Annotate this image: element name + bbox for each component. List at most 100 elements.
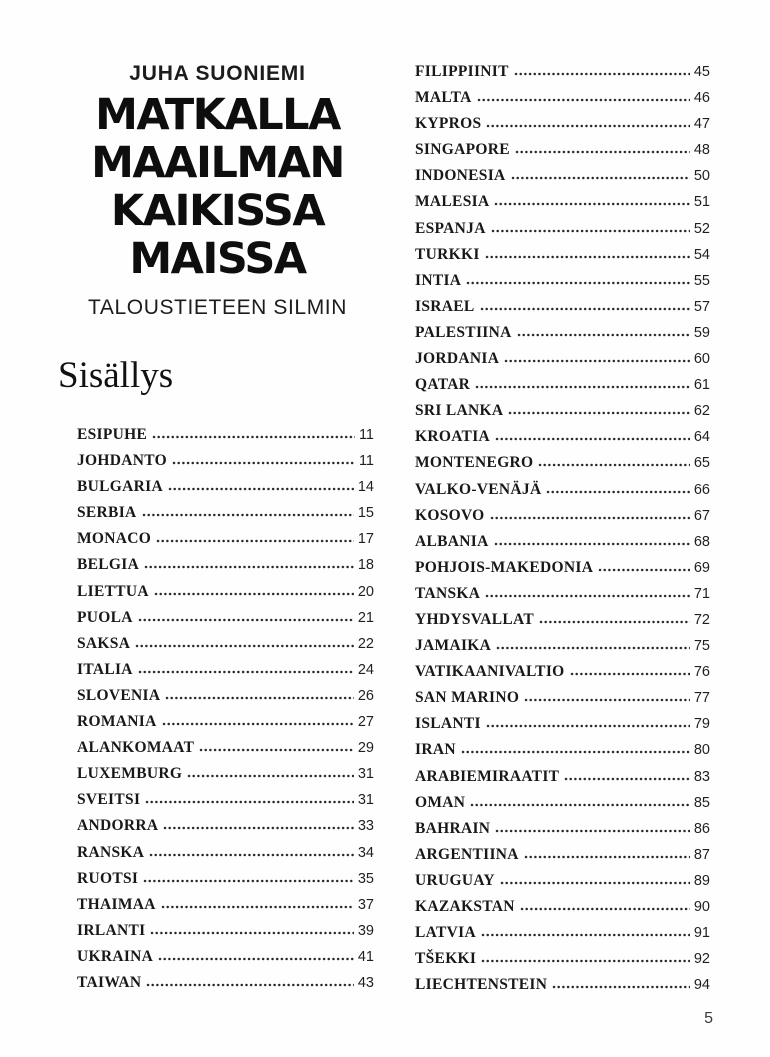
toc-entry: SRI LANKA 62 <box>415 398 710 424</box>
toc-entry-page: 77 <box>693 690 710 707</box>
toc-entry: JOHDANTO 11 <box>77 448 374 474</box>
toc-entry: QATAR 61 <box>415 372 710 398</box>
toc-entry-page: 86 <box>693 820 710 837</box>
dot-leader <box>480 933 690 938</box>
toc-entry: URUGUAY 89 <box>415 868 710 894</box>
toc-entry: KAZAKSTAN 90 <box>415 894 710 920</box>
toc-entry-label: JOHDANTO <box>77 452 167 470</box>
toc-entry-label: THAIMAA <box>77 895 156 913</box>
toc-entry-page: 83 <box>693 768 710 785</box>
toc-entry-label: BAHRAIN <box>415 819 491 837</box>
toc-entry-page: 17 <box>357 531 374 548</box>
toc-entry-page: 47 <box>693 116 710 133</box>
dot-leader <box>171 461 355 466</box>
toc-entry: THAIMAA 37 <box>77 892 374 918</box>
toc-entry: MALESIA 51 <box>415 189 710 215</box>
toc-entry-page: 34 <box>357 844 374 861</box>
dot-leader <box>470 802 690 807</box>
dot-leader <box>476 98 690 103</box>
toc-entry-page: 91 <box>693 925 710 942</box>
toc-entry: MONTENEGRO 65 <box>415 450 710 476</box>
toc-entry: SLOVENIA 26 <box>77 683 374 709</box>
dot-leader <box>165 695 354 700</box>
toc-entry-page: 20 <box>357 583 374 600</box>
dot-leader <box>152 435 355 439</box>
toc-entry-label: TŠEKKI <box>415 950 477 968</box>
dot-leader <box>143 878 354 883</box>
dot-leader <box>145 800 354 805</box>
dot-leader <box>149 852 354 857</box>
toc-entry: KYPROS 47 <box>415 111 710 137</box>
dot-leader <box>199 748 354 753</box>
toc-entry-label: SAN MARINO <box>415 689 520 707</box>
toc-entry-label: QATAR <box>415 376 471 394</box>
toc-entry-page: 59 <box>693 324 710 341</box>
toc-entry-page: 52 <box>693 220 710 237</box>
toc-entry-label: ESPANJA <box>415 219 486 237</box>
toc-entry-page: 29 <box>357 740 374 757</box>
toc-entry-page: 64 <box>693 429 710 446</box>
book-subtitle: TALOUSTIETEEN SILMIN <box>88 296 347 319</box>
toc-entry-label: YHDYSVALLAT <box>415 610 535 628</box>
dot-leader <box>564 776 690 781</box>
toc-entry: BAHRAIN 86 <box>415 816 710 842</box>
toc-entry-page: 62 <box>693 403 710 420</box>
toc-entry-label: ESIPUHE <box>77 426 148 443</box>
book-title-line: MAISSA <box>129 234 307 284</box>
toc-entry-label: VALKO-VENÄJÄ <box>415 480 542 498</box>
toc-entry-label: KROATIA <box>415 428 491 446</box>
dot-leader <box>484 254 690 259</box>
toc-entry: PALESTIINA 59 <box>415 320 710 346</box>
toc-entry-label: ANDORRA <box>77 817 159 835</box>
toc-entry-page: 46 <box>693 90 710 107</box>
toc-entry: MONACO 17 <box>77 526 374 552</box>
toc-entry: TAIWAN 43 <box>77 970 374 996</box>
toc-entry: SAKSA 22 <box>77 631 374 657</box>
toc-entry: SVEITSI 31 <box>77 787 374 813</box>
toc-entry: TANSKA 71 <box>415 581 710 607</box>
dot-leader <box>137 669 354 674</box>
toc-entry: TURKKI 54 <box>415 242 710 268</box>
toc-entry-page: 14 <box>357 479 374 496</box>
dot-leader <box>516 332 690 337</box>
dot-leader <box>460 750 690 755</box>
dot-leader <box>144 565 354 570</box>
toc-entry: ALBANIA 68 <box>415 529 710 555</box>
toc-entry-page: 51 <box>693 194 710 211</box>
toc-entry: INDONESIA 50 <box>415 163 710 189</box>
dot-leader <box>135 643 354 648</box>
dot-leader <box>160 904 354 909</box>
dot-leader <box>538 463 690 468</box>
toc-entry-label: ISLANTI <box>415 715 481 733</box>
toc-entry-page: 11 <box>358 453 374 470</box>
toc-entry-page: 66 <box>693 481 710 498</box>
toc-entry-label: OMAN <box>415 793 466 811</box>
toc-entry-label: JORDANIA <box>415 350 500 368</box>
toc-entry: RUOTSI 35 <box>77 866 374 892</box>
toc-entry-page: 65 <box>693 455 710 472</box>
dot-leader <box>167 487 354 492</box>
toc-entry-page: 31 <box>357 766 374 783</box>
dot-leader <box>493 541 690 546</box>
toc-entry: ESPANJA 52 <box>415 216 710 242</box>
dot-leader <box>479 306 690 311</box>
toc-entry-label: LIETTUA <box>77 582 149 600</box>
dot-leader <box>524 698 690 703</box>
toc-entry-page: 90 <box>693 899 710 915</box>
toc-entry-page: 67 <box>693 507 710 524</box>
toc-entry-label: KAZAKSTAN <box>415 898 515 915</box>
dot-leader <box>137 617 354 622</box>
toc-entry-page: 92 <box>693 951 710 968</box>
toc-entry: KROATIA 64 <box>415 424 710 450</box>
toc-entry-label: JAMAIKA <box>415 637 492 655</box>
toc-entry-label: BULGARIA <box>77 478 163 496</box>
toc-entry-label: SRI LANKA <box>415 402 504 420</box>
dot-leader <box>504 359 690 364</box>
toc-entry-page: 35 <box>357 870 374 887</box>
toc-entry-page: 11 <box>358 427 374 443</box>
toc-entry-page: 71 <box>693 585 710 602</box>
dot-leader <box>523 854 690 859</box>
toc-entry: SAN MARINO 77 <box>415 685 710 711</box>
toc-entry-label: SAKSA <box>77 634 131 652</box>
